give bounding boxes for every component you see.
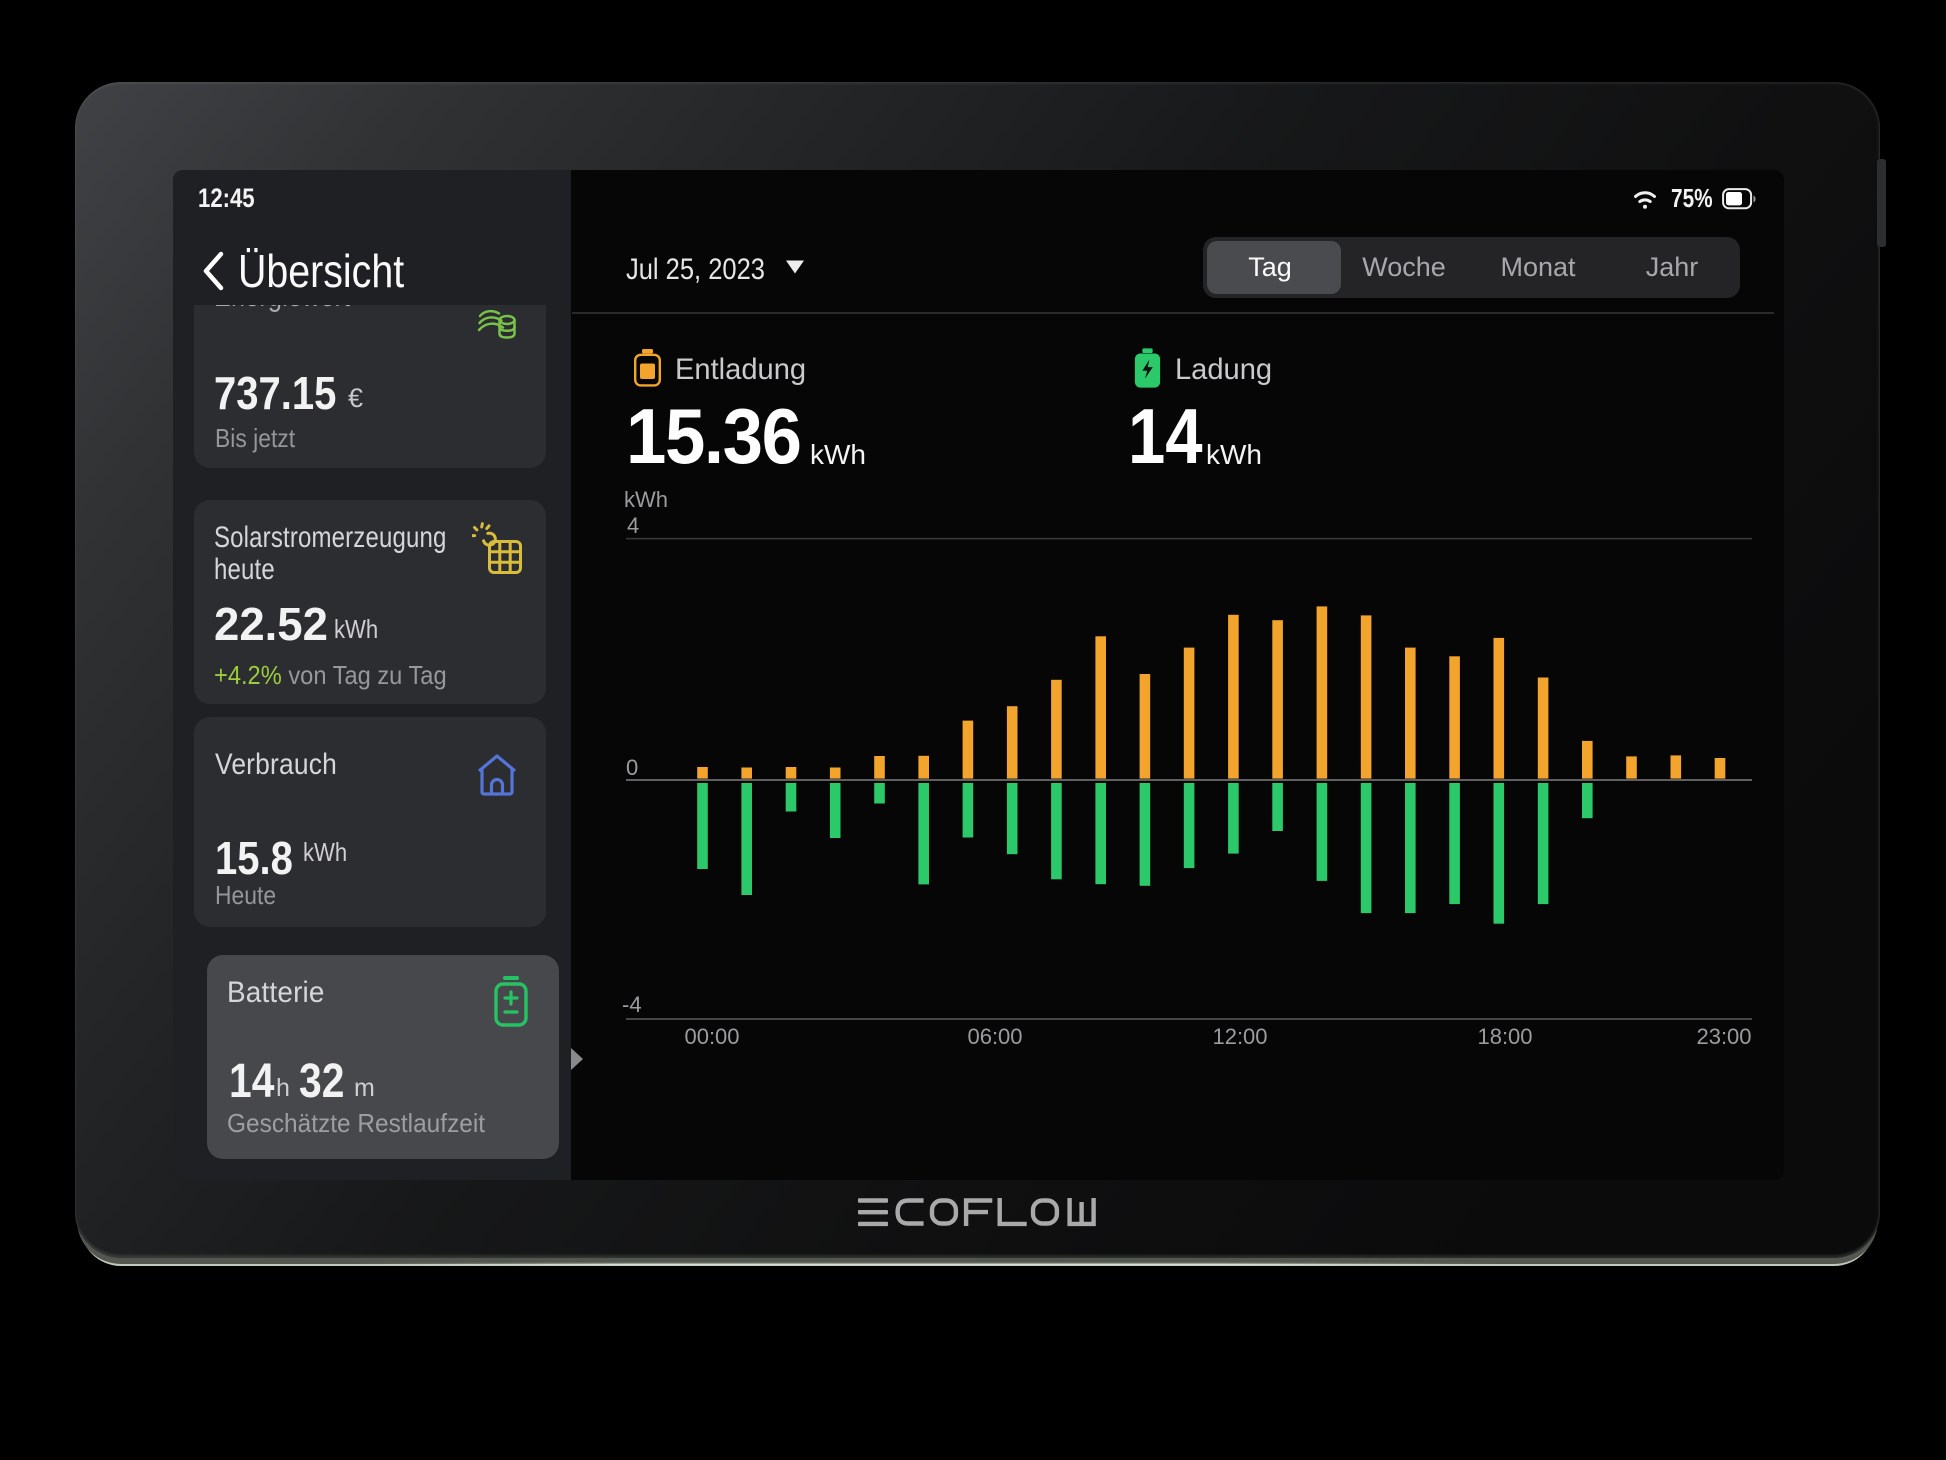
svg-text:06:00: 06:00 [967, 1024, 1022, 1049]
svg-text:18:00: 18:00 [1477, 1024, 1532, 1049]
svg-text:4: 4 [627, 513, 639, 538]
svg-text:00:00: 00:00 [684, 1024, 739, 1049]
svg-text:23:00: 23:00 [1696, 1024, 1751, 1049]
svg-text:kWh: kWh [624, 487, 668, 512]
svg-text:12:00: 12:00 [1212, 1024, 1267, 1049]
svg-text:0: 0 [626, 755, 638, 780]
svg-text:-4: -4 [622, 992, 642, 1017]
